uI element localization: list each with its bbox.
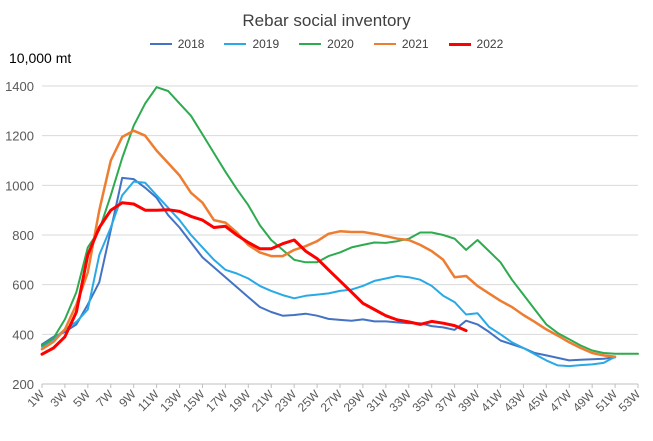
legend: 2018 2019 2020 2021 2022: [0, 37, 653, 51]
x-tick-label: 35W: [409, 387, 437, 415]
x-tick-label: 5W: [70, 387, 93, 410]
x-tick-label: 3W: [47, 387, 70, 410]
legend-label: 2019: [252, 37, 280, 51]
y-axis-unit-label: 10,000 mt: [9, 50, 72, 66]
x-tick-label: 53W: [616, 387, 644, 415]
x-tick-label: 17W: [203, 387, 231, 415]
legend-label: 2020: [327, 37, 354, 51]
x-tick-label: 41W: [478, 387, 506, 415]
legend-label: 2021: [401, 37, 429, 51]
legend-label: 2018: [177, 37, 205, 51]
y-tick-label: 1400: [5, 79, 34, 94]
legend-item-2020: 2020: [299, 37, 354, 51]
series-line-2022: [40, 201, 468, 356]
x-tick-label: 47W: [547, 387, 575, 415]
y-tick-label: 600: [12, 278, 34, 293]
y-tick-label: 800: [12, 228, 34, 243]
x-tick-label: 27W: [318, 387, 346, 415]
x-tick-label: 23W: [272, 387, 300, 415]
legend-swatch: [224, 43, 247, 45]
series-line-2020: [41, 86, 639, 355]
legend-label: 2022: [476, 37, 504, 51]
x-tick-label: 29W: [341, 387, 369, 415]
x-tick-label: 11W: [135, 387, 162, 414]
series-line-2019: [41, 180, 617, 368]
y-tick-label: 400: [12, 327, 34, 342]
x-tick-label: 9W: [116, 387, 139, 410]
y-tick-label: 1000: [5, 178, 34, 193]
x-tick-label: 51W: [593, 387, 621, 415]
x-tick-label: 45W: [524, 387, 552, 415]
legend-swatch: [299, 43, 322, 45]
legend-swatch: [448, 42, 471, 46]
x-tick-label: 37W: [432, 387, 460, 415]
legend-swatch: [373, 43, 396, 45]
x-tick-label: 21W: [249, 387, 277, 415]
x-tick-label: 39W: [455, 387, 483, 415]
x-tick-label: 15W: [180, 387, 208, 415]
legend-item-2022: 2022: [448, 37, 504, 51]
x-tick-label: 19W: [226, 387, 254, 415]
legend-swatch: [149, 43, 172, 45]
x-tick-label: 49W: [570, 387, 598, 415]
y-tick-label: 1200: [5, 129, 34, 144]
series-line-2021: [40, 129, 617, 358]
legend-item-2019: 2019: [224, 37, 279, 51]
x-tick-label: 33W: [387, 387, 415, 415]
x-tick-label: 7W: [93, 387, 116, 410]
y-tick-label: 200: [12, 377, 34, 392]
x-tick-label: 43W: [501, 387, 529, 415]
x-tick-label: 13W: [157, 387, 185, 415]
legend-item-2018: 2018: [149, 37, 205, 51]
chart-title: Rebar social inventory: [242, 11, 411, 30]
legend-item-2021: 2021: [373, 37, 429, 51]
x-tick-label: 25W: [295, 387, 323, 415]
x-tick-label: 31W: [364, 387, 392, 415]
